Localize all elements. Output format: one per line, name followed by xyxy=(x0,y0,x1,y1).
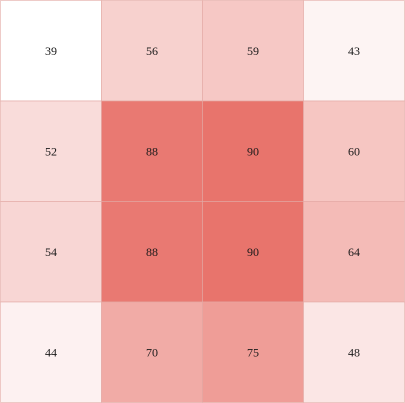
heatmap-cell-r1-c1 xyxy=(101,100,203,202)
cell-value-label-r3-c2: 75 xyxy=(247,345,259,359)
heatmap-cell-r1-c2 xyxy=(202,100,304,202)
heatmap-cell-r2-c1 xyxy=(101,201,203,303)
heatmap-cell-r0-c2 xyxy=(202,0,304,102)
heatmap-cell-r1-c0 xyxy=(0,100,102,202)
cell-value-label-r2-c0: 54 xyxy=(45,245,57,259)
cell-value-label-r0-c1: 56 xyxy=(146,44,158,58)
heatmap-cell-r0-c3 xyxy=(303,0,405,102)
heatmap-cell-r3-c0 xyxy=(0,301,102,403)
heatmap-labels: 39 56 59 43 52 88 90 60 54 88 90 64 44 70 75 48 xyxy=(45,44,360,360)
heatmap-cell-r1-c3 xyxy=(303,100,405,202)
cell-value-label-r3-c3: 48 xyxy=(348,345,360,359)
cell-value-label-r0-c0: 39 xyxy=(45,44,57,58)
cell-value-label-r2-c2: 90 xyxy=(247,245,259,259)
heatmap-cell-r2-c3 xyxy=(303,201,405,303)
heatmap-cell-r3-c1 xyxy=(101,301,203,403)
cell-value-label-r2-c1: 88 xyxy=(146,245,158,259)
cell-value-label-r0-c2: 59 xyxy=(247,44,259,58)
cell-value-label-r1-c3: 60 xyxy=(348,144,360,158)
cell-value-label-r3-c0: 44 xyxy=(45,345,57,359)
heatmap-cell-r0-c1 xyxy=(101,0,203,102)
heatmap-cell-r0-c0 xyxy=(0,0,102,102)
cell-value-label-r0-c3: 43 xyxy=(348,44,360,58)
cell-value-label-r1-c1: 88 xyxy=(146,144,158,158)
heatmap-cell-r3-c3 xyxy=(303,301,405,403)
cell-value-label-r1-c2: 90 xyxy=(247,144,259,158)
cell-value-label-r2-c3: 64 xyxy=(348,245,360,259)
heatmap-cell-r3-c2 xyxy=(202,301,304,403)
cell-value-label-r3-c1: 70 xyxy=(146,345,158,359)
cell-value-label-r1-c0: 52 xyxy=(45,144,57,158)
